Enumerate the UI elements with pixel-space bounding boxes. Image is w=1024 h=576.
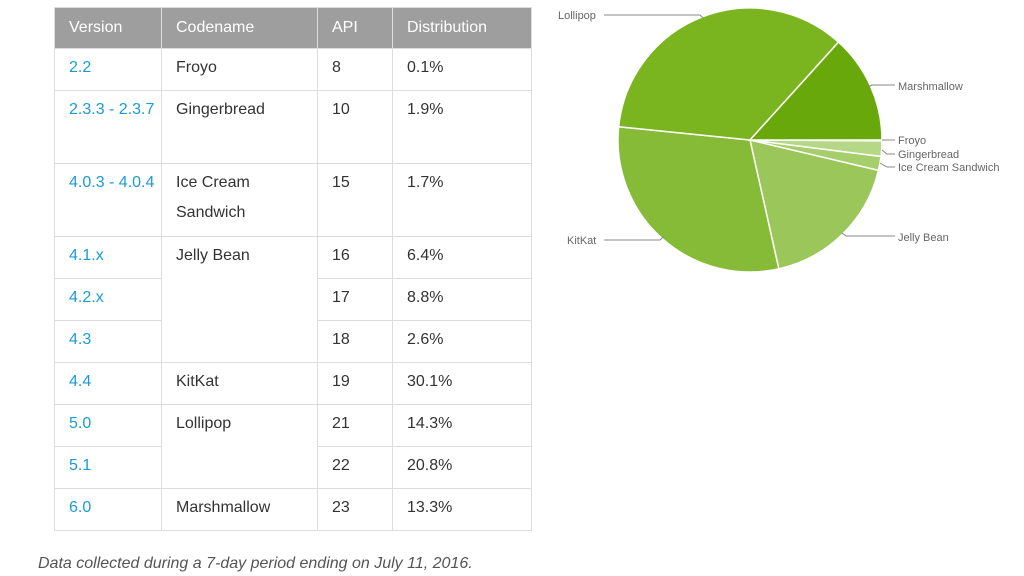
table-row: 5.1 22 20.8%: [54, 446, 532, 489]
api-cell: 8: [317, 48, 393, 91]
label-marshmallow: Marshmallow: [898, 81, 963, 93]
label-ics: Ice Cream Sandwich: [898, 162, 1000, 174]
api-cell: 22: [317, 446, 393, 489]
pie-slice-marshmallow: [748, 41, 883, 141]
version-link[interactable]: 4.3: [54, 320, 162, 363]
header-distribution: Distribution: [392, 7, 532, 49]
leader-ics: [879, 162, 895, 168]
version-link[interactable]: 4.4: [54, 362, 162, 405]
label-froyo: Froyo: [898, 135, 926, 147]
codename-cell: Marshmallow: [161, 488, 318, 531]
codename-cell: Lollipop: [161, 404, 318, 489]
table-row: 5.0 Lollipop 21 14.3%: [54, 404, 532, 489]
table-row: 4.1.x Jelly Bean 16 6.4%: [54, 236, 532, 363]
distribution-cell: 14.3%: [392, 404, 532, 447]
distribution-cell: 1.9%: [392, 90, 532, 164]
api-cell: 17: [317, 278, 393, 321]
api-cell: 21: [317, 404, 393, 447]
label-kitkat: KitKat: [567, 235, 596, 247]
codename-cell: Ice Cream Sandwich: [161, 163, 318, 237]
codename-cell: Gingerbread: [161, 90, 318, 164]
codename-cell: Jelly Bean: [161, 236, 318, 363]
api-cell: 10: [317, 90, 393, 164]
version-link[interactable]: 6.0: [54, 488, 162, 531]
version-link[interactable]: 5.0: [54, 404, 162, 447]
version-link[interactable]: 4.1.x: [54, 236, 162, 279]
label-gingerbread: Gingerbread: [898, 149, 959, 161]
api-cell: 15: [317, 163, 393, 237]
pie-slice-kitkat: [617, 125, 780, 273]
table-row: 4.2.x 17 8.8%: [54, 278, 532, 321]
distribution-cell: 2.6%: [392, 320, 532, 363]
table-row: 2.2 Froyo 8 0.1%: [54, 48, 532, 91]
distribution-cell: 13.3%: [392, 488, 532, 531]
distribution-table: Version Codename API Distribution 2.2 Fro…: [54, 7, 532, 531]
version-link[interactable]: 2.3.3 - 2.3.7: [54, 90, 162, 164]
distribution-cell: 30.1%: [392, 362, 532, 405]
table-row: 4.4 KitKat 19 30.1%: [54, 362, 532, 405]
version-link[interactable]: 4.2.x: [54, 278, 162, 321]
leader-gingerbread: [881, 149, 895, 155]
table-row: 6.0 Marshmallow 23 13.3%: [54, 488, 532, 531]
pie-chart: Lollipop Marshmallow Froyo Gingerbread I…: [558, 7, 1000, 273]
api-cell: 19: [317, 362, 393, 405]
api-cell: 18: [317, 320, 393, 363]
codename-cell: KitKat: [161, 362, 318, 405]
caption: Data collected during a 7-day period end…: [38, 555, 473, 572]
leader-jelly-bean: [841, 232, 895, 237]
table-row: 2.3.3 - 2.3.7 Gingerbread 10 1.9%: [54, 90, 532, 164]
version-link[interactable]: 2.2: [54, 48, 162, 91]
distribution-cell: 6.4%: [392, 236, 532, 279]
version-link[interactable]: 5.1: [54, 446, 162, 489]
api-cell: 23: [317, 488, 393, 531]
distribution-cell: 20.8%: [392, 446, 532, 489]
codename-cell: Froyo: [161, 48, 318, 91]
label-jelly-bean: Jelly Bean: [898, 232, 949, 244]
leader-marshmallow: [867, 84, 895, 88]
label-lollipop: Lollipop: [558, 10, 596, 22]
header-version: Version: [54, 7, 162, 49]
leader-lollipop: [604, 14, 704, 19]
leader-kitkat: [604, 236, 664, 241]
